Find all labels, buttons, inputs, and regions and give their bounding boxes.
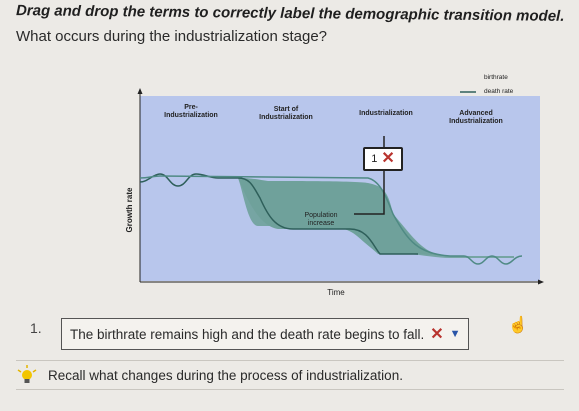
model-graph: [137, 88, 544, 285]
y-axis-arrow: [137, 88, 143, 94]
growth-area: [238, 178, 450, 256]
hint-text: Recall what changes during the process o…: [48, 367, 403, 383]
label-drop-target-1[interactable]: 1 ✕: [363, 147, 403, 171]
x-axis-arrow: [538, 279, 544, 285]
chevron-down-icon[interactable]: ▼: [449, 328, 461, 340]
answer-dropdown[interactable]: The birthrate remains high and the death…: [61, 318, 469, 350]
legend-birthrate-label: birthrate: [484, 74, 508, 81]
lightbulb-icon: [16, 365, 38, 385]
stage-label-advanced-industrialization: Advanced Industrialization: [449, 110, 503, 125]
stage-label-industrialization: Industrialization: [359, 110, 413, 117]
demographic-transition-figure: birthrate death rate Pre- Industrializat…: [118, 74, 550, 311]
x-axis-label: Time: [327, 288, 345, 297]
instruction-text: Drag and drop the terms to correctly lab…: [15, 2, 565, 25]
stage-label-pre-industrialization: Pre- Industrialization: [164, 104, 218, 119]
mouse-pointer-icon: ☝: [508, 317, 528, 334]
incorrect-x-icon: ✕: [430, 326, 444, 343]
birthrate-line: [139, 175, 523, 265]
drop-target-number: 1: [371, 153, 378, 165]
population-increase-label: Population increase: [304, 212, 338, 227]
hint-bar: Recall what changes during the process o…: [16, 360, 564, 390]
y-axis-label: Growth rate: [125, 187, 134, 233]
question-number: 1.: [30, 320, 42, 336]
stage-label-start-of-industrialization: Start of Industrialization: [259, 106, 313, 121]
x-icon: ✕: [381, 150, 395, 167]
answer-text: The birthrate remains high and the death…: [70, 326, 425, 342]
question-text: What occurs during the industrialization…: [16, 28, 328, 45]
legend-death-rate-label: death rate: [484, 88, 514, 95]
